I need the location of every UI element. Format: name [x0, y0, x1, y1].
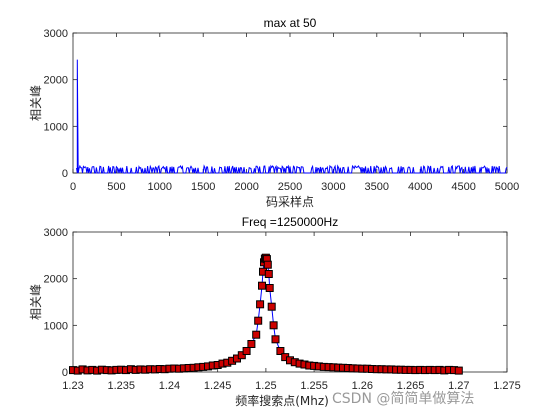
top-x-axis-label: 码采样点 — [266, 194, 314, 209]
top-y-tick-label: 2000 — [44, 75, 68, 87]
watermark: CSDN @简简单做算法 — [332, 391, 475, 407]
top-x-tick-label: 1500 — [191, 181, 215, 193]
top-x-tick-label: 4000 — [408, 181, 432, 193]
bottom-y-tick-label: 0 — [62, 367, 68, 379]
top-axes: max at 50 码采样点 相关峰 0 500 1000 1500 2000 2500 3… — [29, 16, 519, 209]
bottom-series-marker — [264, 270, 273, 278]
top-x-tick-label: 2000 — [234, 181, 258, 193]
top-x-tick-label: 5000 — [495, 181, 519, 193]
bottom-axes: Freq =1250000Hz 频率搜索点(Mhz) 相关峰 1.23 1.235… — [29, 215, 521, 408]
top-x-tick-label: 500 — [107, 181, 125, 193]
bottom-x-tick-label: 1.26 — [352, 380, 373, 392]
bottom-x-tick-label: 1.24 — [159, 380, 180, 392]
bottom-series-marker — [258, 281, 266, 290]
top-x-tick-label: 3000 — [321, 181, 345, 193]
bottom-x-tick-label: 1.275 — [493, 380, 521, 392]
bottom-x-tick-label: 1.245 — [204, 380, 232, 392]
top-y-axis-label: 相关峰 — [29, 85, 43, 121]
top-plot-frame — [72, 32, 508, 174]
bottom-series-marker — [276, 347, 285, 355]
bottom-series-marker — [269, 321, 278, 330]
bottom-y-tick-label: 3000 — [44, 227, 68, 239]
bottom-series-marker — [267, 302, 276, 311]
bottom-x-tick-label: 1.25 — [255, 380, 276, 392]
top-axis-ticks: 0 500 1000 1500 2000 2500 3000 3500 4000 4500 5000… — [44, 28, 520, 193]
bottom-series-marker — [265, 284, 274, 292]
bottom-x-tick-label: 1.235 — [107, 380, 135, 392]
top-x-tick-label: 1000 — [148, 181, 172, 193]
bottom-chart-title: Freq =1250000Hz — [242, 215, 338, 229]
bottom-plot-frame — [72, 231, 508, 373]
top-y-tick-label: 1000 — [44, 121, 68, 133]
top-chart-title: max at 50 — [264, 16, 317, 30]
bottom-y-tick-label: 2000 — [44, 274, 68, 286]
bottom-series-marker — [237, 351, 246, 360]
bottom-frequency-series-markers — [69, 253, 463, 375]
top-x-tick-label: 0 — [70, 181, 76, 193]
top-x-tick-label: 2500 — [278, 181, 302, 193]
bottom-x-tick-label: 1.23 — [62, 380, 83, 392]
bottom-y-tick-label: 1000 — [44, 320, 68, 332]
bottom-series-marker — [247, 340, 256, 348]
top-y-tick-label: 0 — [62, 168, 68, 180]
bottom-series-marker — [454, 366, 463, 375]
bottom-series-marker — [256, 300, 265, 309]
top-x-tick-label: 4500 — [451, 181, 475, 193]
bottom-series-marker — [242, 347, 251, 355]
bottom-x-tick-label: 1.27 — [448, 380, 469, 392]
top-correlation-series-line — [76, 59, 508, 174]
bottom-x-axis-label: 频率搜索点(Mhz) — [235, 393, 329, 408]
bottom-axis-ticks: 1.23 1.235 1.24 1.245 1.25 1.255 1.26 1.265 1.27… — [44, 227, 521, 392]
top-y-tick-label: 3000 — [44, 28, 68, 40]
bottom-x-tick-label: 1.255 — [300, 380, 328, 392]
bottom-y-axis-label: 相关峰 — [29, 284, 43, 320]
bottom-series-marker — [252, 330, 261, 339]
bottom-x-tick-label: 1.265 — [397, 380, 425, 392]
top-x-tick-label: 3500 — [365, 181, 389, 193]
bottom-series-marker — [271, 335, 280, 344]
bottom-series-marker — [263, 260, 272, 269]
bottom-series-marker — [254, 316, 263, 325]
